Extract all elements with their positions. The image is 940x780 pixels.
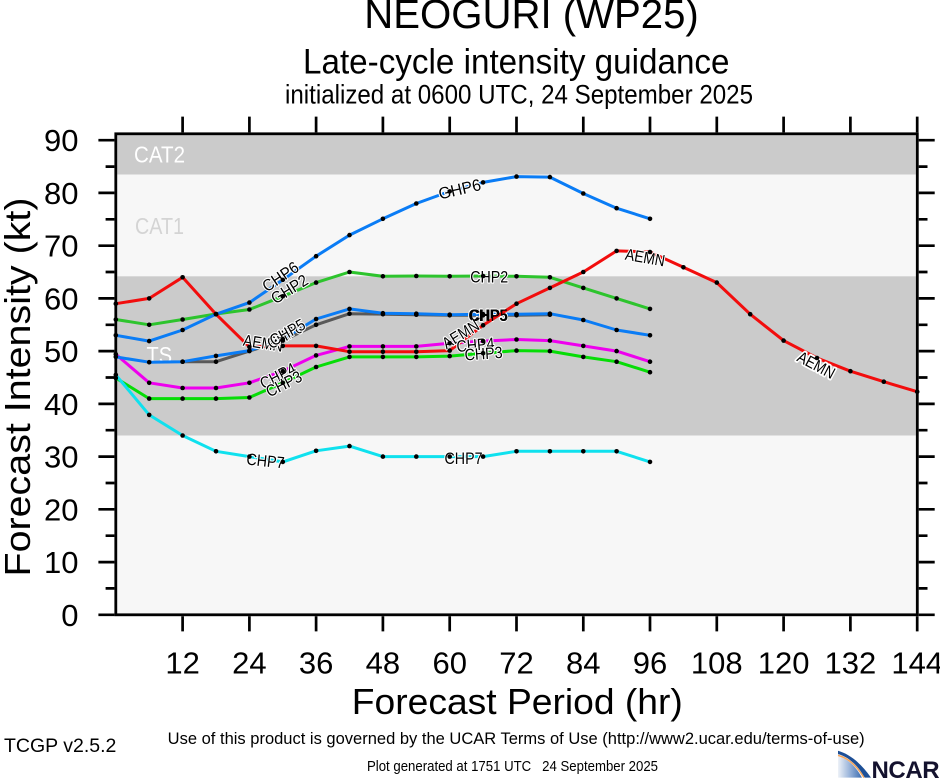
svg-text:CHP4: CHP4 [456,335,495,356]
svg-text:20: 20 [44,492,78,527]
svg-text:0: 0 [61,598,78,633]
svg-text:120: 120 [758,646,810,681]
svg-text:Late-cycle intensity guidance: Late-cycle intensity guidance [303,43,730,82]
svg-text:CHP7: CHP7 [445,450,483,468]
svg-text:132: 132 [825,646,877,681]
svg-text:108: 108 [691,646,743,681]
svg-text:24: 24 [232,646,266,681]
svg-text:72: 72 [499,646,533,681]
svg-text:30: 30 [44,440,78,475]
svg-text:initialized at 0600 UTC, 24 Se: initialized at 0600 UTC, 24 September 20… [285,80,753,110]
svg-text:144: 144 [891,646,940,681]
svg-text:NCAR: NCAR [872,757,940,780]
svg-text:12: 12 [165,646,199,681]
svg-text:Forecast Period (hr): Forecast Period (hr) [352,681,683,722]
svg-text:CHP5: CHP5 [470,307,508,325]
svg-text:48: 48 [366,646,400,681]
svg-text:Use of this product is governe: Use of this product is governed by the U… [168,730,865,748]
svg-text:Plot generated at 1751 UTC 2: Plot generated at 1751 UTC 24 September … [367,759,658,775]
svg-text:50: 50 [44,334,78,369]
svg-text:60: 60 [432,646,466,681]
svg-text:TCGP v2.5.2: TCGP v2.5.2 [4,735,116,757]
svg-text:CHP5: CHP5 [469,307,508,325]
svg-text:CHP2: CHP2 [470,269,508,287]
svg-text:40: 40 [44,387,78,422]
svg-text:70: 70 [44,229,78,264]
svg-text:90: 90 [44,123,78,158]
svg-text:CAT2: CAT2 [134,142,185,168]
svg-text:80: 80 [44,176,78,211]
svg-text:10: 10 [44,545,78,580]
svg-text:84: 84 [566,646,600,681]
svg-text:Forecast Intensity (kt): Forecast Intensity (kt) [0,198,38,577]
svg-text:36: 36 [299,646,333,681]
svg-text:NEOGURI (WP25): NEOGURI (WP25) [364,0,699,37]
svg-text:CAT1: CAT1 [135,213,184,239]
svg-text:96: 96 [633,646,667,681]
svg-text:60: 60 [44,281,78,316]
